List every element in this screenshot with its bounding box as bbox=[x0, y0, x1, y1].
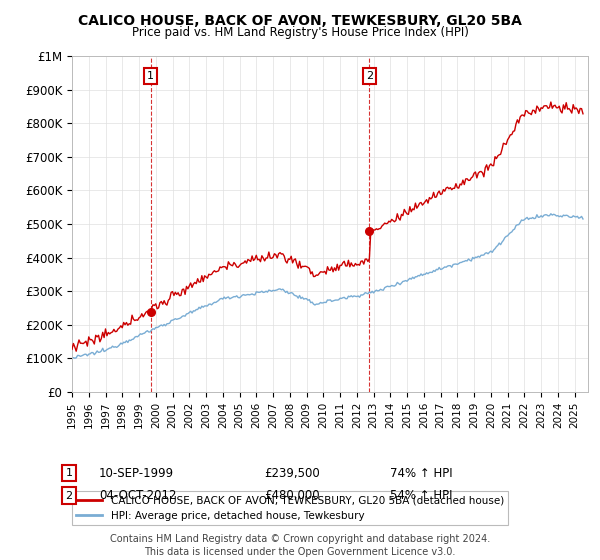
Text: 1: 1 bbox=[147, 71, 154, 81]
Text: 1: 1 bbox=[65, 468, 73, 478]
Text: Contains HM Land Registry data © Crown copyright and database right 2024.
This d: Contains HM Land Registry data © Crown c… bbox=[110, 534, 490, 557]
Text: 10-SEP-1999: 10-SEP-1999 bbox=[99, 466, 174, 480]
Legend: CALICO HOUSE, BACK OF AVON, TEWKESBURY, GL20 5BA (detached house), HPI: Average : CALICO HOUSE, BACK OF AVON, TEWKESBURY, … bbox=[72, 491, 508, 525]
Text: 2: 2 bbox=[65, 491, 73, 501]
Text: 74% ↑ HPI: 74% ↑ HPI bbox=[390, 466, 452, 480]
Text: 2: 2 bbox=[366, 71, 373, 81]
Text: Price paid vs. HM Land Registry's House Price Index (HPI): Price paid vs. HM Land Registry's House … bbox=[131, 26, 469, 39]
Text: £480,000: £480,000 bbox=[264, 489, 320, 502]
Text: £239,500: £239,500 bbox=[264, 466, 320, 480]
Text: 04-OCT-2012: 04-OCT-2012 bbox=[99, 489, 176, 502]
Text: 54% ↑ HPI: 54% ↑ HPI bbox=[390, 489, 452, 502]
Text: CALICO HOUSE, BACK OF AVON, TEWKESBURY, GL20 5BA: CALICO HOUSE, BACK OF AVON, TEWKESBURY, … bbox=[78, 14, 522, 28]
